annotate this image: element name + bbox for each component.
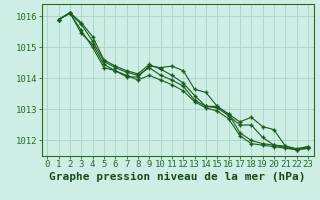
X-axis label: Graphe pression niveau de la mer (hPa): Graphe pression niveau de la mer (hPa) (49, 172, 306, 182)
